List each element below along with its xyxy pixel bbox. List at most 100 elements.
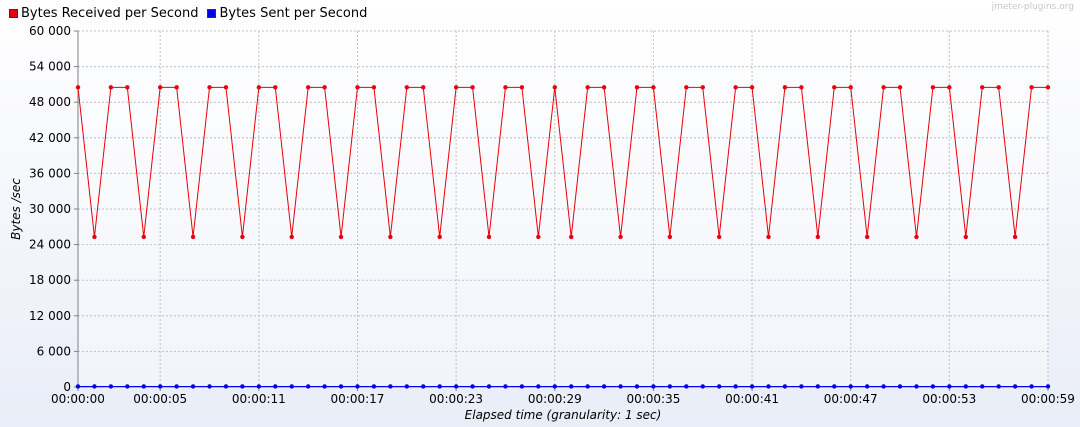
data-point-received bbox=[256, 85, 262, 90]
y-tick-label: 60 000 bbox=[29, 24, 71, 38]
data-point-received bbox=[421, 85, 426, 90]
data-point-received bbox=[733, 85, 738, 90]
data-point-received bbox=[92, 234, 97, 240]
data-point-sent bbox=[569, 384, 574, 389]
data-point-received bbox=[684, 85, 689, 90]
watermark: jmeter-plugins.org bbox=[991, 2, 1074, 12]
data-point-received bbox=[158, 85, 163, 90]
data-point-sent bbox=[782, 384, 788, 389]
data-point-sent bbox=[158, 384, 163, 389]
data-point-sent bbox=[1045, 384, 1051, 389]
data-point-sent bbox=[289, 384, 294, 389]
data-point-received bbox=[930, 85, 936, 90]
data-point-sent bbox=[92, 384, 97, 389]
data-point-received bbox=[700, 85, 705, 90]
data-point-sent bbox=[947, 384, 952, 389]
data-point-received bbox=[141, 234, 146, 240]
data-point-sent bbox=[470, 384, 475, 389]
data-point-received bbox=[947, 85, 952, 90]
data-point-received bbox=[963, 234, 968, 240]
data-point-sent bbox=[223, 384, 229, 389]
data-point-received bbox=[1029, 85, 1034, 90]
x-tick-label: 00:00:00 bbox=[51, 392, 105, 406]
y-axis-title: Bytes /sec bbox=[9, 178, 23, 240]
data-point-received bbox=[388, 234, 393, 240]
x-tick-label: 00:00:53 bbox=[922, 392, 976, 406]
series-line-received bbox=[77, 86, 1048, 237]
y-tick-label: 48 000 bbox=[29, 95, 71, 109]
data-point-received bbox=[651, 85, 656, 90]
data-point-sent bbox=[848, 384, 853, 389]
data-point-received bbox=[404, 85, 410, 90]
data-point-received bbox=[782, 85, 788, 90]
data-point-received bbox=[881, 85, 886, 90]
data-point-sent bbox=[519, 384, 525, 389]
data-point-received bbox=[338, 234, 344, 240]
y-tick-label: 18 000 bbox=[29, 273, 71, 287]
data-point-sent bbox=[125, 384, 130, 389]
data-point-sent bbox=[174, 384, 179, 389]
data-point-sent bbox=[273, 384, 278, 389]
data-point-received bbox=[486, 234, 492, 240]
data-point-sent bbox=[667, 384, 673, 389]
data-point-received bbox=[634, 85, 640, 90]
data-point-sent bbox=[141, 384, 146, 389]
data-point-received bbox=[371, 85, 377, 90]
data-point-received bbox=[355, 85, 360, 90]
data-point-received bbox=[470, 85, 475, 90]
data-point-received bbox=[223, 85, 229, 90]
data-point-received bbox=[832, 85, 837, 90]
data-point-received bbox=[240, 234, 245, 240]
data-point-received bbox=[75, 85, 81, 90]
data-point-received bbox=[190, 234, 196, 240]
legend-swatch-sent bbox=[207, 9, 217, 18]
x-axis-title: Elapsed time (granularity: 1 sec) bbox=[465, 408, 662, 422]
data-point-received bbox=[108, 85, 114, 90]
data-point-received bbox=[585, 85, 590, 90]
data-point-sent bbox=[108, 384, 114, 389]
data-point-received bbox=[437, 234, 442, 240]
data-point-received bbox=[1012, 234, 1018, 240]
data-point-sent bbox=[618, 384, 623, 389]
data-point-received bbox=[503, 85, 508, 90]
data-point-sent bbox=[421, 384, 426, 389]
data-point-received bbox=[848, 85, 853, 90]
legend-label-sent: Bytes Sent per Second bbox=[219, 6, 368, 21]
data-point-received bbox=[1045, 85, 1051, 90]
data-point-sent bbox=[404, 384, 410, 389]
data-point-received bbox=[289, 234, 294, 240]
x-tick-label: 00:00:17 bbox=[331, 392, 385, 406]
data-point-received bbox=[996, 85, 1001, 90]
data-point-sent bbox=[881, 384, 886, 389]
data-point-sent bbox=[716, 384, 722, 389]
data-point-sent bbox=[453, 384, 459, 389]
data-point-sent bbox=[684, 384, 689, 389]
data-point-sent bbox=[914, 384, 919, 389]
data-point-sent bbox=[322, 384, 327, 389]
data-point-received bbox=[273, 85, 278, 90]
data-point-received bbox=[716, 234, 722, 240]
data-point-received bbox=[569, 234, 574, 240]
data-point-sent bbox=[980, 384, 985, 389]
data-point-sent bbox=[371, 384, 377, 389]
data-point-sent bbox=[897, 384, 903, 389]
data-point-received bbox=[174, 85, 179, 90]
x-tick-label: 00:00:41 bbox=[725, 392, 779, 406]
data-point-sent bbox=[601, 384, 607, 389]
data-point-received bbox=[125, 85, 130, 90]
data-point-sent bbox=[832, 384, 837, 389]
data-point-received bbox=[980, 85, 985, 90]
data-point-sent bbox=[536, 384, 541, 389]
legend: Bytes Received per Second Bytes Sent per… bbox=[9, 6, 376, 21]
x-tick-label: 00:00:29 bbox=[528, 392, 582, 406]
y-tick-label: 42 000 bbox=[29, 131, 71, 145]
data-point-received bbox=[453, 85, 459, 90]
data-point-sent bbox=[388, 384, 393, 389]
data-point-received bbox=[552, 85, 557, 90]
data-point-sent bbox=[552, 384, 557, 389]
data-point-sent bbox=[207, 384, 212, 389]
data-point-sent bbox=[256, 384, 262, 389]
data-point-sent bbox=[651, 384, 656, 389]
data-point-sent bbox=[930, 384, 936, 389]
x-tick-label: 00:00:59 bbox=[1021, 392, 1075, 406]
